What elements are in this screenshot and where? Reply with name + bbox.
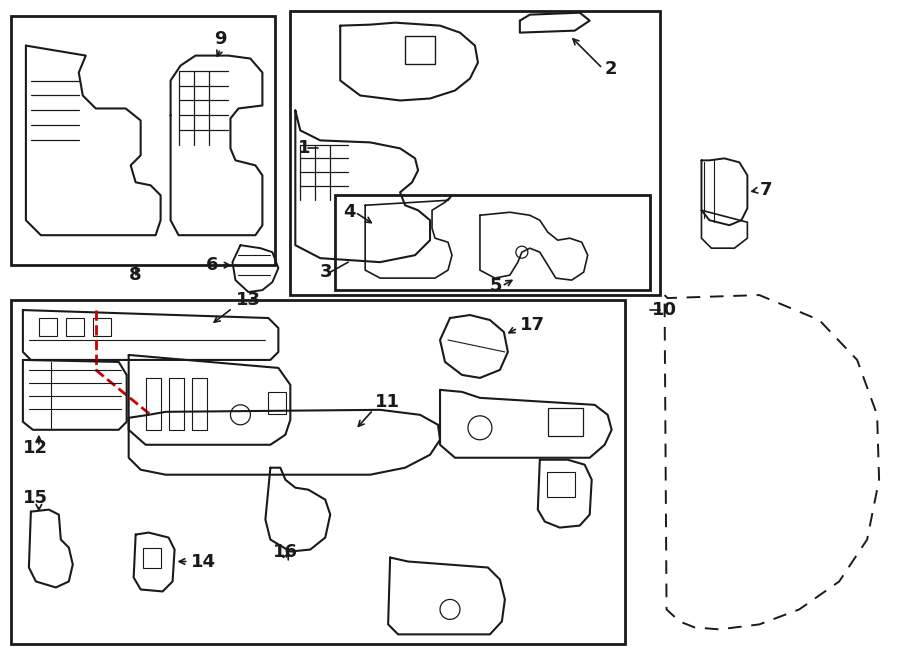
Text: 8: 8 bbox=[130, 266, 142, 284]
Text: 4: 4 bbox=[343, 203, 356, 221]
Text: 9: 9 bbox=[214, 30, 227, 48]
Bar bbox=[291, 11, 660, 295]
Text: 11: 11 bbox=[375, 393, 401, 411]
Text: 2: 2 bbox=[605, 59, 617, 77]
Bar bbox=[93, 318, 111, 336]
Bar bbox=[268, 392, 286, 414]
Bar bbox=[335, 195, 650, 290]
Bar bbox=[142, 547, 160, 568]
Bar bbox=[66, 318, 84, 336]
Bar bbox=[11, 300, 625, 644]
Text: 5: 5 bbox=[490, 277, 502, 295]
Text: 13: 13 bbox=[236, 291, 260, 309]
Bar bbox=[548, 408, 582, 436]
Text: 10: 10 bbox=[652, 301, 677, 319]
Text: 3: 3 bbox=[320, 263, 333, 281]
Text: 6: 6 bbox=[206, 256, 219, 274]
Bar bbox=[11, 16, 275, 265]
Bar bbox=[39, 318, 57, 336]
Bar bbox=[547, 472, 575, 496]
Bar bbox=[405, 36, 435, 63]
Text: 1: 1 bbox=[298, 139, 310, 157]
Text: 17: 17 bbox=[520, 316, 544, 334]
Text: 15: 15 bbox=[22, 488, 48, 506]
Text: 16: 16 bbox=[273, 543, 298, 561]
Text: 14: 14 bbox=[191, 553, 215, 570]
Text: 7: 7 bbox=[760, 181, 772, 200]
Text: 12: 12 bbox=[22, 439, 48, 457]
